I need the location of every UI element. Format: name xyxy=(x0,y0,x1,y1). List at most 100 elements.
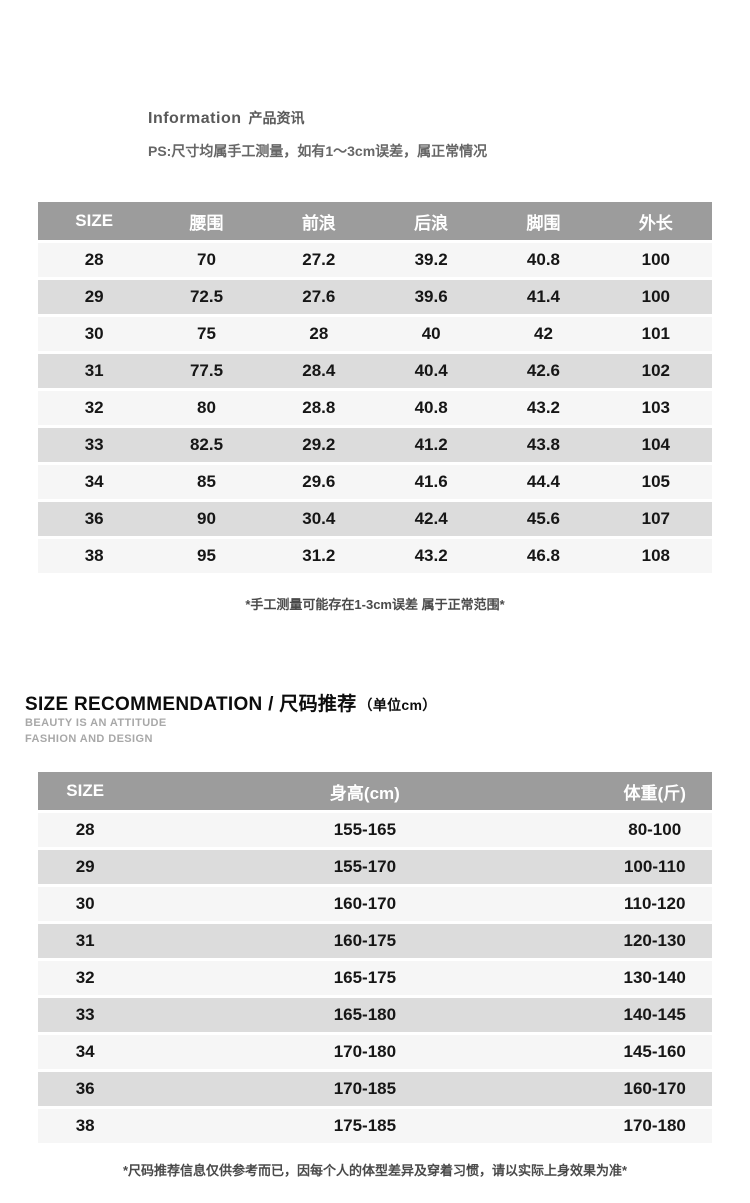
table-cell: 95 xyxy=(150,539,263,573)
table-row: 31 160-175 120-130 xyxy=(38,924,712,958)
table-row: 34 170-180 145-160 xyxy=(38,1035,712,1069)
table-cell: 160-170 xyxy=(597,1072,712,1106)
table-cell: 36 xyxy=(38,1072,133,1106)
table-cell: 46.8 xyxy=(487,539,600,573)
recommendation-subtitle-line1: BEAUTY IS AN ATTITUDE xyxy=(25,717,167,729)
table-cell: 32 xyxy=(38,961,133,995)
table-cell: 29.2 xyxy=(262,428,375,462)
column-header: SIZE xyxy=(38,772,133,810)
table-cell: 31 xyxy=(38,924,133,958)
table-cell: 70 xyxy=(150,243,263,277)
table-cell: 33 xyxy=(38,428,151,462)
info-section-title: Information 产品资讯 xyxy=(148,108,305,128)
table-row: 32 80 28.8 40.8 43.2 103 xyxy=(38,391,712,425)
table-cell: 41.4 xyxy=(487,280,600,314)
table-cell: 36 xyxy=(38,502,151,536)
table-cell: 39.2 xyxy=(374,243,488,277)
table-cell: 72.5 xyxy=(150,280,263,314)
table-cell: 31.2 xyxy=(262,539,375,573)
table-cell: 145-160 xyxy=(597,1035,712,1069)
table-cell: 40.4 xyxy=(374,354,488,388)
table-cell: 45.6 xyxy=(487,502,600,536)
table-cell: 75 xyxy=(150,317,263,351)
column-header: 体重(斤) xyxy=(597,772,712,810)
recommendation-subtitle-line2: FASHION AND DESIGN xyxy=(25,733,153,745)
table-row: 34 85 29.6 41.6 44.4 105 xyxy=(38,465,712,499)
table-row: 38 95 31.2 43.2 46.8 108 xyxy=(38,539,712,573)
measurement-table-body: 28 70 27.2 39.2 40.8 100 29 72.5 27.6 39.6 41.4 100… xyxy=(38,243,712,573)
table-cell: 155-170 xyxy=(132,850,598,884)
table-cell: 165-180 xyxy=(132,998,598,1032)
table-cell: 160-170 xyxy=(132,887,598,921)
table-cell: 30 xyxy=(38,317,151,351)
table-row: 33 165-180 140-145 xyxy=(38,998,712,1032)
table-cell: 107 xyxy=(599,502,712,536)
table-cell: 29 xyxy=(38,850,133,884)
table-cell: 34 xyxy=(38,1035,133,1069)
column-header: 脚围 xyxy=(487,202,600,240)
table-cell: 101 xyxy=(599,317,712,351)
table-row: 30 75 28 40 42 101 xyxy=(38,317,712,351)
table-row: 30 160-170 110-120 xyxy=(38,887,712,921)
table-cell: 27.6 xyxy=(262,280,375,314)
table-cell: 41.2 xyxy=(374,428,488,462)
table-cell: 120-130 xyxy=(597,924,712,958)
table-cell: 110-120 xyxy=(597,887,712,921)
recommendation-unit: （单位cm） xyxy=(358,697,437,713)
table-cell: 80 xyxy=(150,391,263,425)
table-cell: 27.2 xyxy=(262,243,375,277)
column-header: 后浪 xyxy=(374,202,488,240)
table-cell: 38 xyxy=(38,1109,133,1143)
table-cell: 170-185 xyxy=(132,1072,598,1106)
table-row: 38 175-185 170-180 xyxy=(38,1109,712,1143)
info-title-en: Information xyxy=(148,110,242,127)
measurement-table-header-row: SIZE 腰围 前浪 后浪 脚围 外长 xyxy=(38,202,712,240)
table-cell: 130-140 xyxy=(597,961,712,995)
column-header: 前浪 xyxy=(262,202,375,240)
table-cell: 155-165 xyxy=(132,813,598,847)
recommendation-title-text: SIZE RECOMMENDATION / 尺码推荐 xyxy=(25,694,357,715)
table-cell: 100 xyxy=(599,243,712,277)
table-row: 36 90 30.4 42.4 45.6 107 xyxy=(38,502,712,536)
table-cell: 31 xyxy=(38,354,151,388)
table-row: 36 170-185 160-170 xyxy=(38,1072,712,1106)
recommendation-table-header-row: SIZE 身高(cm) 体重(斤) xyxy=(38,772,712,810)
column-header: SIZE xyxy=(38,202,151,240)
table-cell: 28 xyxy=(38,813,133,847)
measurement-footnote: *手工测量可能存在1-3cm误差 属于正常范围* xyxy=(245,597,505,612)
table-row: 28 155-165 80-100 xyxy=(38,813,712,847)
table-cell: 44.4 xyxy=(487,465,600,499)
table-cell: 38 xyxy=(38,539,151,573)
table-row: 32 165-175 130-140 xyxy=(38,961,712,995)
table-cell: 34 xyxy=(38,465,151,499)
table-cell: 108 xyxy=(599,539,712,573)
table-cell: 42 xyxy=(487,317,600,351)
table-row: 33 82.5 29.2 41.2 43.8 104 xyxy=(38,428,712,462)
table-cell: 103 xyxy=(599,391,712,425)
recommendation-title: SIZE RECOMMENDATION / 尺码推荐 （单位cm） xyxy=(25,689,437,716)
table-cell: 43.8 xyxy=(487,428,600,462)
table-cell: 42.6 xyxy=(487,354,600,388)
table-cell: 43.2 xyxy=(487,391,600,425)
measurement-note: PS:尺寸均属手工测量，如有1～3cm误差，属正常情况 xyxy=(148,143,488,159)
recommendation-table: SIZE 身高(cm) 体重(斤) 28 155-165 80-100 29 155-170… xyxy=(38,769,712,1146)
table-cell: 90 xyxy=(150,502,263,536)
column-header: 外长 xyxy=(599,202,712,240)
table-cell: 28 xyxy=(38,243,151,277)
table-cell: 28 xyxy=(262,317,375,351)
table-cell: 40.8 xyxy=(487,243,600,277)
table-cell: 85 xyxy=(150,465,263,499)
table-cell: 175-185 xyxy=(132,1109,598,1143)
column-header: 身高(cm) xyxy=(132,772,598,810)
table-cell: 41.6 xyxy=(374,465,488,499)
table-cell: 43.2 xyxy=(374,539,488,573)
table-cell: 33 xyxy=(38,998,133,1032)
measurement-table: SIZE 腰围 前浪 后浪 脚围 外长 28 70 27.2 39.2 40.8 100 29 72.5… xyxy=(38,199,712,576)
table-cell: 30.4 xyxy=(262,502,375,536)
table-cell: 102 xyxy=(599,354,712,388)
table-cell: 77.5 xyxy=(150,354,263,388)
recommendation-table-body: 28 155-165 80-100 29 155-170 100-110 30 160-170… xyxy=(38,813,712,1143)
table-cell: 160-175 xyxy=(132,924,598,958)
table-cell: 104 xyxy=(599,428,712,462)
